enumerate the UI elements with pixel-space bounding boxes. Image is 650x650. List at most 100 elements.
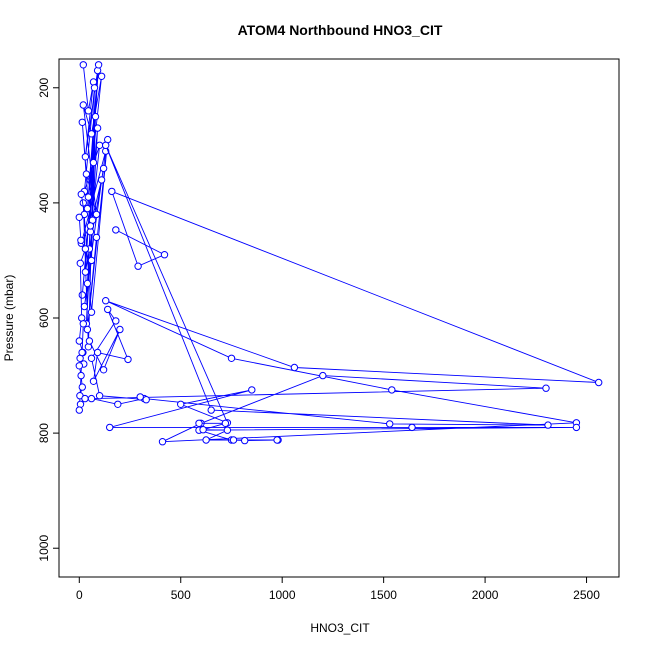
data-point: [248, 386, 256, 394]
data-point: [542, 384, 550, 392]
data-point: [79, 320, 88, 328]
data-point: [106, 423, 114, 432]
data-point: [78, 348, 86, 357]
y-tick-label: 800: [37, 423, 51, 443]
data-point: [97, 176, 106, 184]
data-point: [160, 251, 169, 259]
data-point: [388, 386, 396, 394]
data-point: [95, 141, 104, 150]
data-point: [99, 164, 108, 173]
data-point: [83, 325, 92, 334]
data-point: [80, 302, 89, 311]
data-point: [84, 193, 93, 201]
data-point: [77, 236, 85, 245]
data-point: [221, 419, 230, 427]
x-axis: 0 500 1000 1500 2000 2500: [76, 577, 600, 602]
data-point: [572, 423, 581, 432]
x-tick-label: 500: [171, 588, 191, 602]
x-axis-label: HNO3_CIT: [310, 621, 370, 635]
y-axis-label: Pressure (mbar): [2, 275, 16, 362]
data-point: [94, 61, 103, 69]
y-tick-label: 200: [37, 77, 51, 97]
data-point: [241, 436, 249, 445]
data-point: [83, 204, 92, 213]
data-point: [124, 355, 132, 364]
data-point: [134, 262, 142, 270]
data-point: [79, 101, 88, 109]
data-point: [290, 363, 299, 372]
data-point: [79, 61, 88, 69]
data-point: [75, 362, 84, 370]
data-point: [116, 325, 124, 334]
data-point: [83, 279, 92, 288]
data-point: [87, 256, 96, 265]
data-point: [319, 371, 327, 380]
data-point: [87, 308, 96, 316]
plot-area: [75, 61, 603, 446]
data-point: [77, 371, 85, 380]
data-point: [386, 420, 394, 428]
data-point: [84, 107, 93, 115]
data-point: [92, 233, 101, 242]
data-point: [91, 112, 100, 121]
data-point: [82, 170, 91, 178]
data-point: [90, 84, 99, 92]
chart-title: ATOM4 Northbound HNO3_CIT: [238, 22, 443, 38]
data-point: [108, 187, 116, 196]
data-point: [78, 383, 87, 391]
x-tick-label: 1500: [370, 588, 397, 602]
data-point: [92, 210, 101, 219]
series-line: [88, 309, 147, 401]
data-point: [408, 423, 416, 432]
y-tick-label: 400: [37, 193, 51, 213]
data-point: [227, 354, 236, 362]
data-point: [195, 419, 203, 427]
data-point: [97, 72, 106, 81]
data-point: [81, 268, 90, 276]
data-point: [93, 348, 102, 357]
data-point: [273, 436, 281, 444]
data-point: [81, 245, 90, 253]
data-point: [202, 436, 210, 444]
x-tick-label: 2500: [573, 588, 600, 602]
x-tick-label: 1000: [269, 588, 296, 602]
data-point: [75, 406, 84, 414]
data-point: [207, 406, 215, 414]
data-point: [89, 158, 98, 167]
data-point: [544, 421, 552, 429]
data-point: [99, 366, 108, 374]
data-point: [102, 297, 110, 305]
series-line: [91, 145, 599, 443]
data-point: [89, 377, 98, 385]
data-point: [87, 130, 96, 138]
data-point: [81, 153, 90, 161]
y-axis: 200 400 600 800 1000: [37, 77, 59, 562]
y-tick-label: 1000: [37, 535, 51, 562]
data-point: [112, 317, 120, 325]
data-point: [75, 337, 84, 345]
y-tick-label: 600: [37, 308, 51, 328]
data-point: [87, 394, 96, 403]
data-point: [86, 222, 95, 230]
data-point: [223, 426, 232, 434]
data-point: [93, 124, 102, 132]
data-point: [95, 392, 104, 400]
data-point: [77, 190, 86, 199]
data-point: [199, 426, 207, 434]
data-point: [87, 354, 96, 362]
data-point: [142, 396, 150, 404]
data-point: [114, 400, 122, 408]
data-point: [229, 436, 238, 444]
x-tick-label: 0: [76, 588, 83, 602]
data-point: [78, 118, 87, 127]
data-point: [136, 393, 144, 401]
data-point: [78, 291, 87, 299]
data-point: [595, 378, 603, 387]
data-point: [104, 305, 112, 314]
data-point: [85, 337, 94, 345]
data-point: [158, 438, 167, 446]
data-point: [81, 394, 89, 403]
data-point: [76, 400, 85, 408]
data-point: [112, 226, 120, 234]
